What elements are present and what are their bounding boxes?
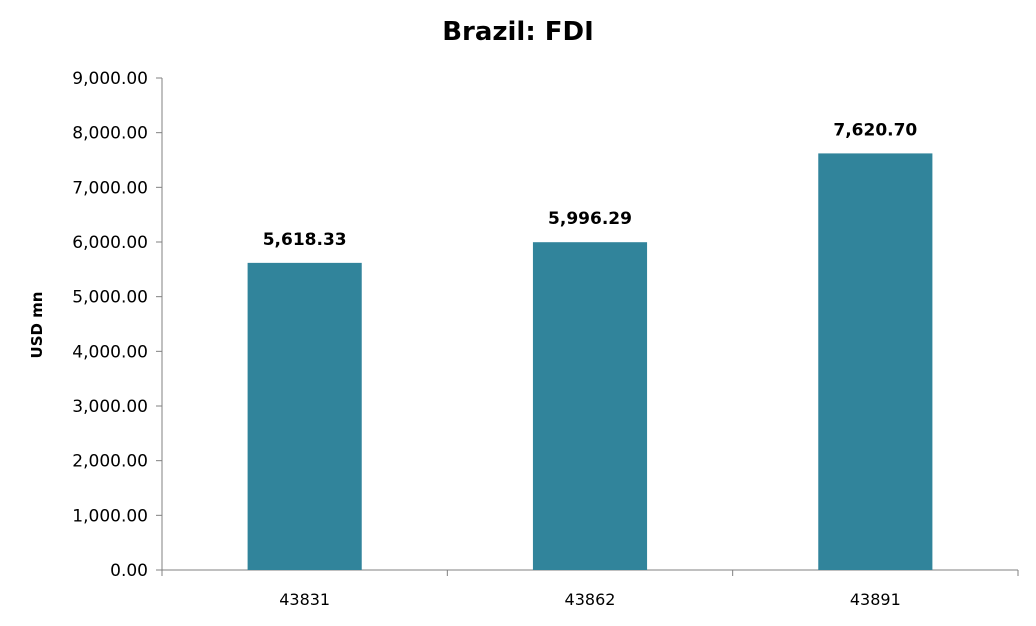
y-tick-label: 0.00: [110, 561, 148, 581]
y-tick-label: 7,000.00: [72, 178, 148, 198]
data-label: 7,620.70: [833, 120, 917, 140]
y-axis: 0.00 1,000.00 2,000.00 3,000.00 4,000.00 5,00…: [72, 69, 163, 581]
x-tick-label: 43862: [565, 590, 616, 609]
y-tick-label: 1,000.00: [72, 506, 148, 526]
y-tick-label: 3,000.00: [72, 397, 148, 417]
bar: [532, 242, 648, 570]
y-tick-label: 6,000.00: [72, 233, 148, 253]
bar: [247, 262, 362, 570]
y-tick-label: 2,000.00: [72, 452, 148, 472]
chart-title: Brazil: FDI: [442, 17, 594, 47]
x-tick-label: 43831: [279, 590, 330, 609]
x-tick-label: 43891: [850, 590, 901, 609]
bars: [247, 153, 933, 570]
y-tick-label: 4,000.00: [72, 342, 148, 362]
y-tick-label: 8,000.00: [72, 124, 148, 144]
x-axis: 43831 43862 43891: [161, 569, 1019, 609]
bar: [818, 153, 933, 570]
data-labels: 5,618.33 5,996.29 7,620.70: [263, 120, 918, 249]
data-label: 5,996.29: [548, 209, 632, 229]
data-label: 5,618.33: [263, 230, 347, 250]
y-axis-label: USD mn: [28, 292, 46, 359]
y-tick-label: 9,000.00: [72, 69, 148, 89]
y-tick-label: 5,000.00: [72, 288, 148, 308]
